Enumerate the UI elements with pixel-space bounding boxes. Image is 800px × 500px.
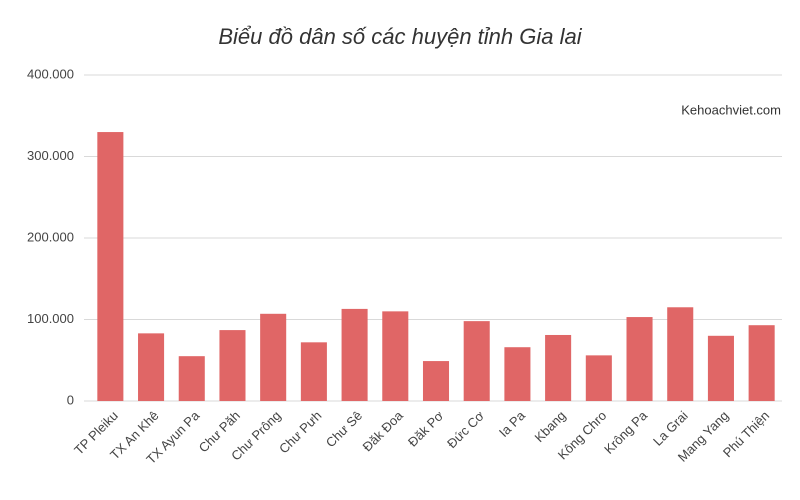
bar [219, 330, 246, 401]
bar [97, 132, 124, 402]
y-tick-label: 0 [67, 392, 74, 407]
bar [178, 356, 205, 401]
bar [748, 325, 775, 401]
bar [504, 347, 531, 401]
watermark: Kehoachviet.com [681, 102, 781, 117]
y-tick-label: 300.000 [27, 148, 74, 163]
bar [626, 317, 653, 401]
y-tick-label: 200.000 [27, 229, 74, 244]
bar [341, 308, 368, 401]
bar [585, 355, 612, 401]
bar [138, 333, 165, 401]
y-tick-label: 400.000 [27, 66, 74, 81]
y-tick-label: 100.000 [27, 311, 74, 326]
bar [422, 361, 450, 401]
bar [260, 313, 287, 401]
bar [463, 321, 490, 401]
bar [300, 342, 327, 401]
bar [667, 307, 694, 401]
bar [707, 335, 734, 401]
bar [382, 311, 409, 401]
bar [545, 334, 572, 401]
chart-title: Biểu đồ dân số các huyện tỉnh Gia lai [218, 24, 582, 49]
